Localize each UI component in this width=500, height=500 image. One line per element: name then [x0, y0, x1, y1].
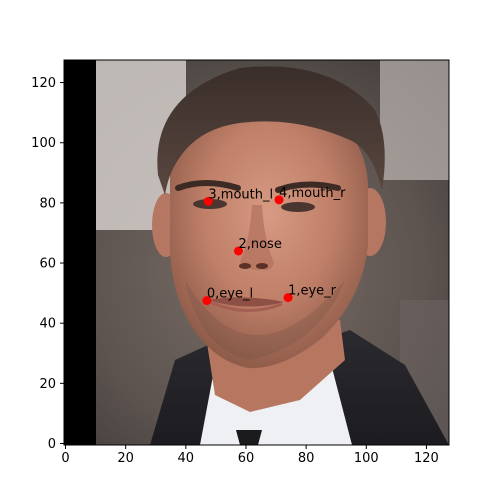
- x-tick-label: 100: [354, 451, 379, 466]
- y-tick-label: 120: [31, 76, 56, 91]
- landmark-point: [274, 195, 284, 205]
- landmark-layer: 0,eye_l 1,eye_r 2,nose 3,mouth_l 4,mouth_r: [202, 186, 346, 306]
- landmark-label: 3,mouth_l: [208, 187, 273, 202]
- landmark-label: 1,eye_r: [288, 284, 337, 299]
- landmark-label: 2,nose: [238, 237, 281, 252]
- landmark-point: [233, 246, 243, 256]
- landmark-point: [283, 293, 293, 303]
- y-tick-label: 20: [39, 377, 56, 392]
- plot-frame: [63, 59, 450, 446]
- black-strip: [64, 60, 96, 445]
- x-tick-label: 0: [61, 451, 69, 466]
- y-tick-label: 80: [39, 196, 56, 211]
- landmark-label: 4,mouth_r: [279, 186, 346, 201]
- landmark-point: [203, 196, 213, 206]
- x-tick-label: 60: [238, 451, 255, 466]
- x-tick-label: 20: [117, 451, 134, 466]
- x-tick-label: 40: [178, 451, 195, 466]
- y-tick-label: 100: [31, 136, 56, 151]
- x-axis: 0 20 40 60 80 100 120: [61, 445, 439, 466]
- photo-image: [64, 60, 449, 445]
- y-axis: 0 20 40 60 80 100 120: [31, 76, 64, 452]
- landmark-point: [202, 296, 212, 306]
- y-tick-label: 60: [39, 257, 56, 272]
- x-tick-label: 120: [414, 451, 439, 466]
- y-tick-label: 0: [48, 437, 56, 452]
- y-tick-label: 40: [39, 317, 56, 332]
- x-tick-label: 80: [298, 451, 315, 466]
- landmark-label: 0,eye_l: [207, 287, 253, 302]
